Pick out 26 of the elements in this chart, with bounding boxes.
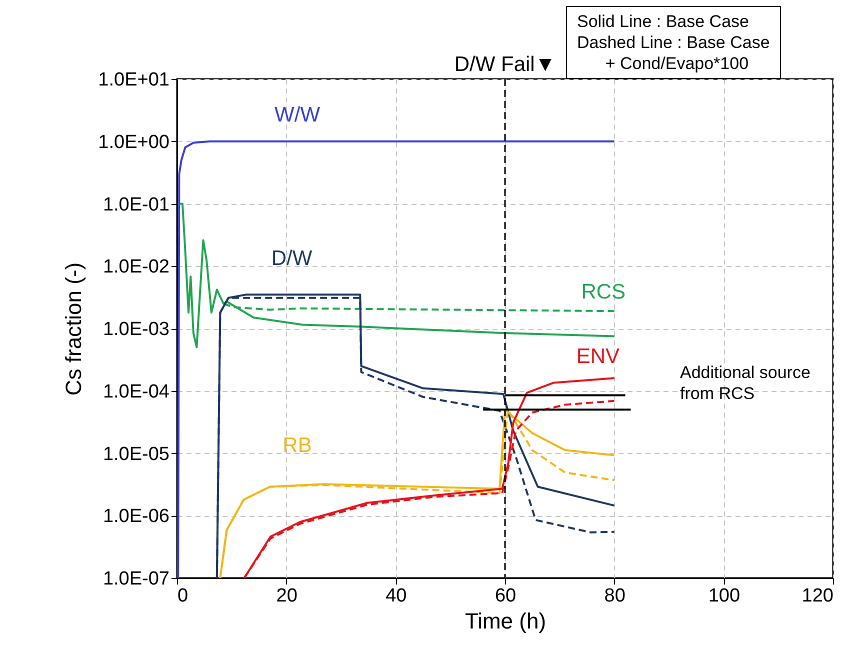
y-tick-label: 1.0E-01: [102, 194, 170, 216]
y-tick-label: 1.0E-03: [102, 319, 170, 340]
y-tick-label: 1.0E-07: [102, 568, 170, 590]
x-tick-label: 0: [178, 586, 188, 606]
x-tick-label: 40: [386, 586, 407, 606]
ref-line-label: D/W Fail▼: [454, 53, 556, 76]
y-tick-label: 1.0E-02: [102, 256, 170, 278]
y-tick-label: 1.0E+01: [98, 70, 170, 90]
series-label: ENV: [576, 344, 620, 368]
series-label: D/W: [271, 247, 312, 270]
series-label: W/W: [274, 103, 320, 126]
x-tick-label: 120: [802, 586, 834, 606]
series-label: RCS: [581, 280, 626, 304]
annotation: Additional source from RCS: [680, 362, 810, 404]
y-tick-label: 1.0E-04: [102, 381, 170, 402]
y-tick-label: 1.0E-05: [102, 444, 170, 465]
text: Solid Line : Base Case Dashed Line : Base Case + Cond/Evapo*100: [566, 6, 781, 79]
series-label: RB: [282, 434, 312, 458]
y-tick-label: 1.0E+00: [98, 132, 170, 153]
x-tick-label: 80: [604, 586, 626, 606]
x-tick-label: 100: [708, 586, 740, 606]
y-tick-label: 1.0E-06: [102, 506, 170, 528]
x-axis-title: Time (h): [464, 608, 546, 634]
y-axis-title: Cs fraction (-): [61, 262, 86, 396]
x-tick-label: 20: [276, 586, 298, 606]
x-tick-label: 60: [494, 586, 516, 606]
